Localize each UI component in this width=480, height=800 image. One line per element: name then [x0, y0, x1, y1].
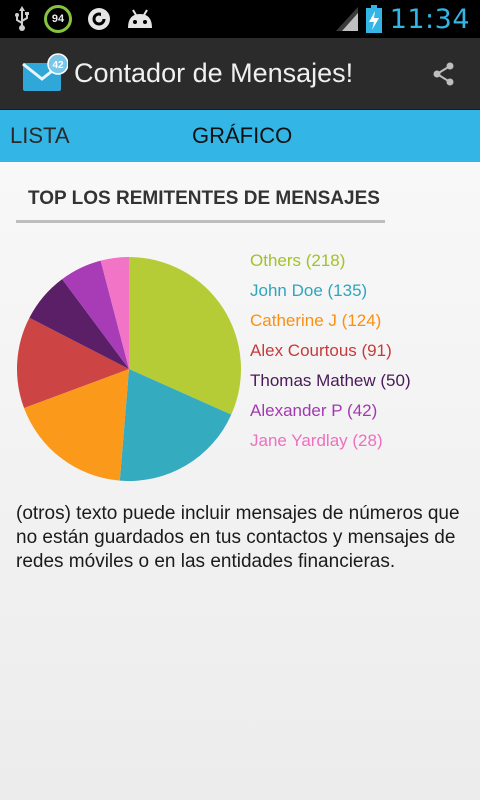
pie-slice-others [129, 257, 241, 415]
level-badge: 94 [44, 5, 72, 33]
battery-charging-icon [365, 5, 382, 33]
app-title: Contador de Mensajes! [74, 58, 354, 88]
envelope-badge: 42 [52, 60, 64, 71]
pie-slice-alex-courtous [16, 317, 129, 409]
system-icons: 11:34 [335, 0, 470, 38]
legend-item-jane-yardlay: Jane Yardlay (28) [250, 431, 383, 450]
pie-slice-john-doe [119, 369, 232, 481]
signal-icon [335, 7, 358, 31]
usb-icon [15, 6, 29, 31]
sync-icon [88, 8, 110, 30]
android-icon [128, 9, 152, 28]
pie-slice-jane-yardlay [100, 257, 129, 369]
notification-icons: 94 [14, 4, 154, 34]
tab-bar: LISTA GRÁFICO [0, 110, 480, 162]
section-title: TOP LOS REMITENTES DE MENSAJES [16, 188, 385, 223]
pie-chart [16, 257, 241, 481]
share-icon[interactable] [430, 60, 458, 88]
pie-slice-catherine-j [24, 369, 129, 481]
legend-item-alexander-p: Alexander P (42) [250, 401, 378, 420]
legend-item-others: Others (218) [250, 251, 346, 270]
legend-item-thomas-mathew: Thomas Mathew (50) [250, 371, 411, 390]
chart-legend: Others (218) John Doe (135) Catherine J (1… [250, 246, 411, 456]
clock: 11:34 [389, 3, 470, 35]
legend-item-catherine-j: Catherine J (124) [250, 311, 382, 330]
status-bar: 94 11:34 [0, 0, 480, 38]
tab-grafico[interactable]: GRÁFICO [192, 123, 293, 148]
envelope-icon[interactable]: 42 [22, 53, 68, 93]
legend-item-alex-courtous: Alex Courtous (91) [250, 341, 392, 360]
footnote: (otros) texto puede incluir mensajes de … [16, 503, 460, 572]
pie-slice-alexander-p [62, 260, 129, 369]
chart-panel: TOP LOS REMITENTES DE MENSAJES Others (2… [0, 162, 480, 800]
legend-item-john-doe: John Doe (135) [250, 281, 368, 300]
action-bar: 42 Contador de Mensajes! [0, 38, 480, 110]
pie-slice-thomas-mathew [29, 279, 129, 369]
tab-lista[interactable]: LISTA [10, 123, 70, 148]
